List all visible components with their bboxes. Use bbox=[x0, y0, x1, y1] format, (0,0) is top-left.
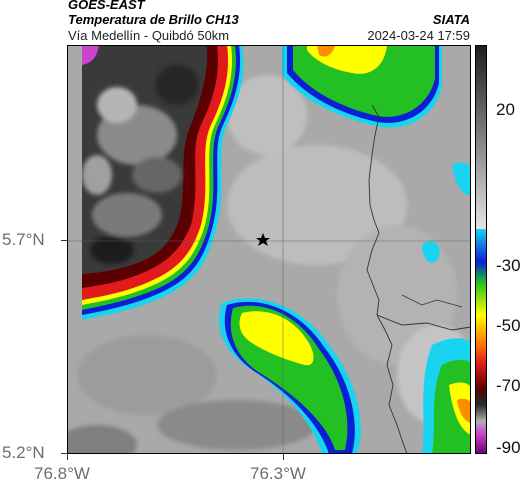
lon-label-1: 76.8°W bbox=[34, 464, 90, 483]
lat-tick-2 bbox=[61, 453, 67, 454]
map-canvas bbox=[67, 45, 471, 454]
boundary-line-3 bbox=[401, 294, 463, 308]
colorbar-label-4: -70 bbox=[496, 376, 521, 395]
location-label: Vía Medellín - Quibdó 50km bbox=[68, 28, 230, 43]
lon-label-2: 76.3°W bbox=[250, 464, 306, 483]
boundary-line-2 bbox=[376, 314, 471, 331]
star-icon bbox=[256, 233, 270, 246]
boundary-line-1 bbox=[366, 104, 408, 454]
lat-label-2: 5.2°N bbox=[2, 443, 45, 462]
lat-tick-1 bbox=[61, 240, 67, 241]
satellite-map[interactable] bbox=[67, 45, 471, 454]
colorbar-label-3: -50 bbox=[496, 316, 521, 335]
lat-label-1: 5.7°N bbox=[2, 230, 45, 249]
product-title: Temperatura de Brillo CH13 bbox=[68, 12, 239, 27]
lon-tick-1 bbox=[67, 454, 68, 460]
lon-tick-2 bbox=[283, 454, 284, 460]
convective-cell-east bbox=[422, 162, 471, 454]
colorbar-canvas bbox=[475, 45, 487, 454]
convective-cell-west bbox=[82, 45, 244, 320]
convective-cell-central bbox=[218, 298, 361, 454]
temperature-colorbar bbox=[475, 45, 487, 454]
organization-label: SIATA bbox=[432, 12, 470, 27]
satellite-title: GOES-EAST bbox=[68, 0, 145, 12]
colorbar-label-1: 20 bbox=[496, 100, 515, 119]
map-frame bbox=[67, 45, 471, 454]
colorbar-label-5: -90 bbox=[496, 438, 521, 457]
colorbar-label-2: -30 bbox=[496, 256, 521, 275]
convective-cell-northeast bbox=[282, 45, 442, 128]
datetime-label: 2024-03-24 17:59 bbox=[367, 28, 470, 43]
